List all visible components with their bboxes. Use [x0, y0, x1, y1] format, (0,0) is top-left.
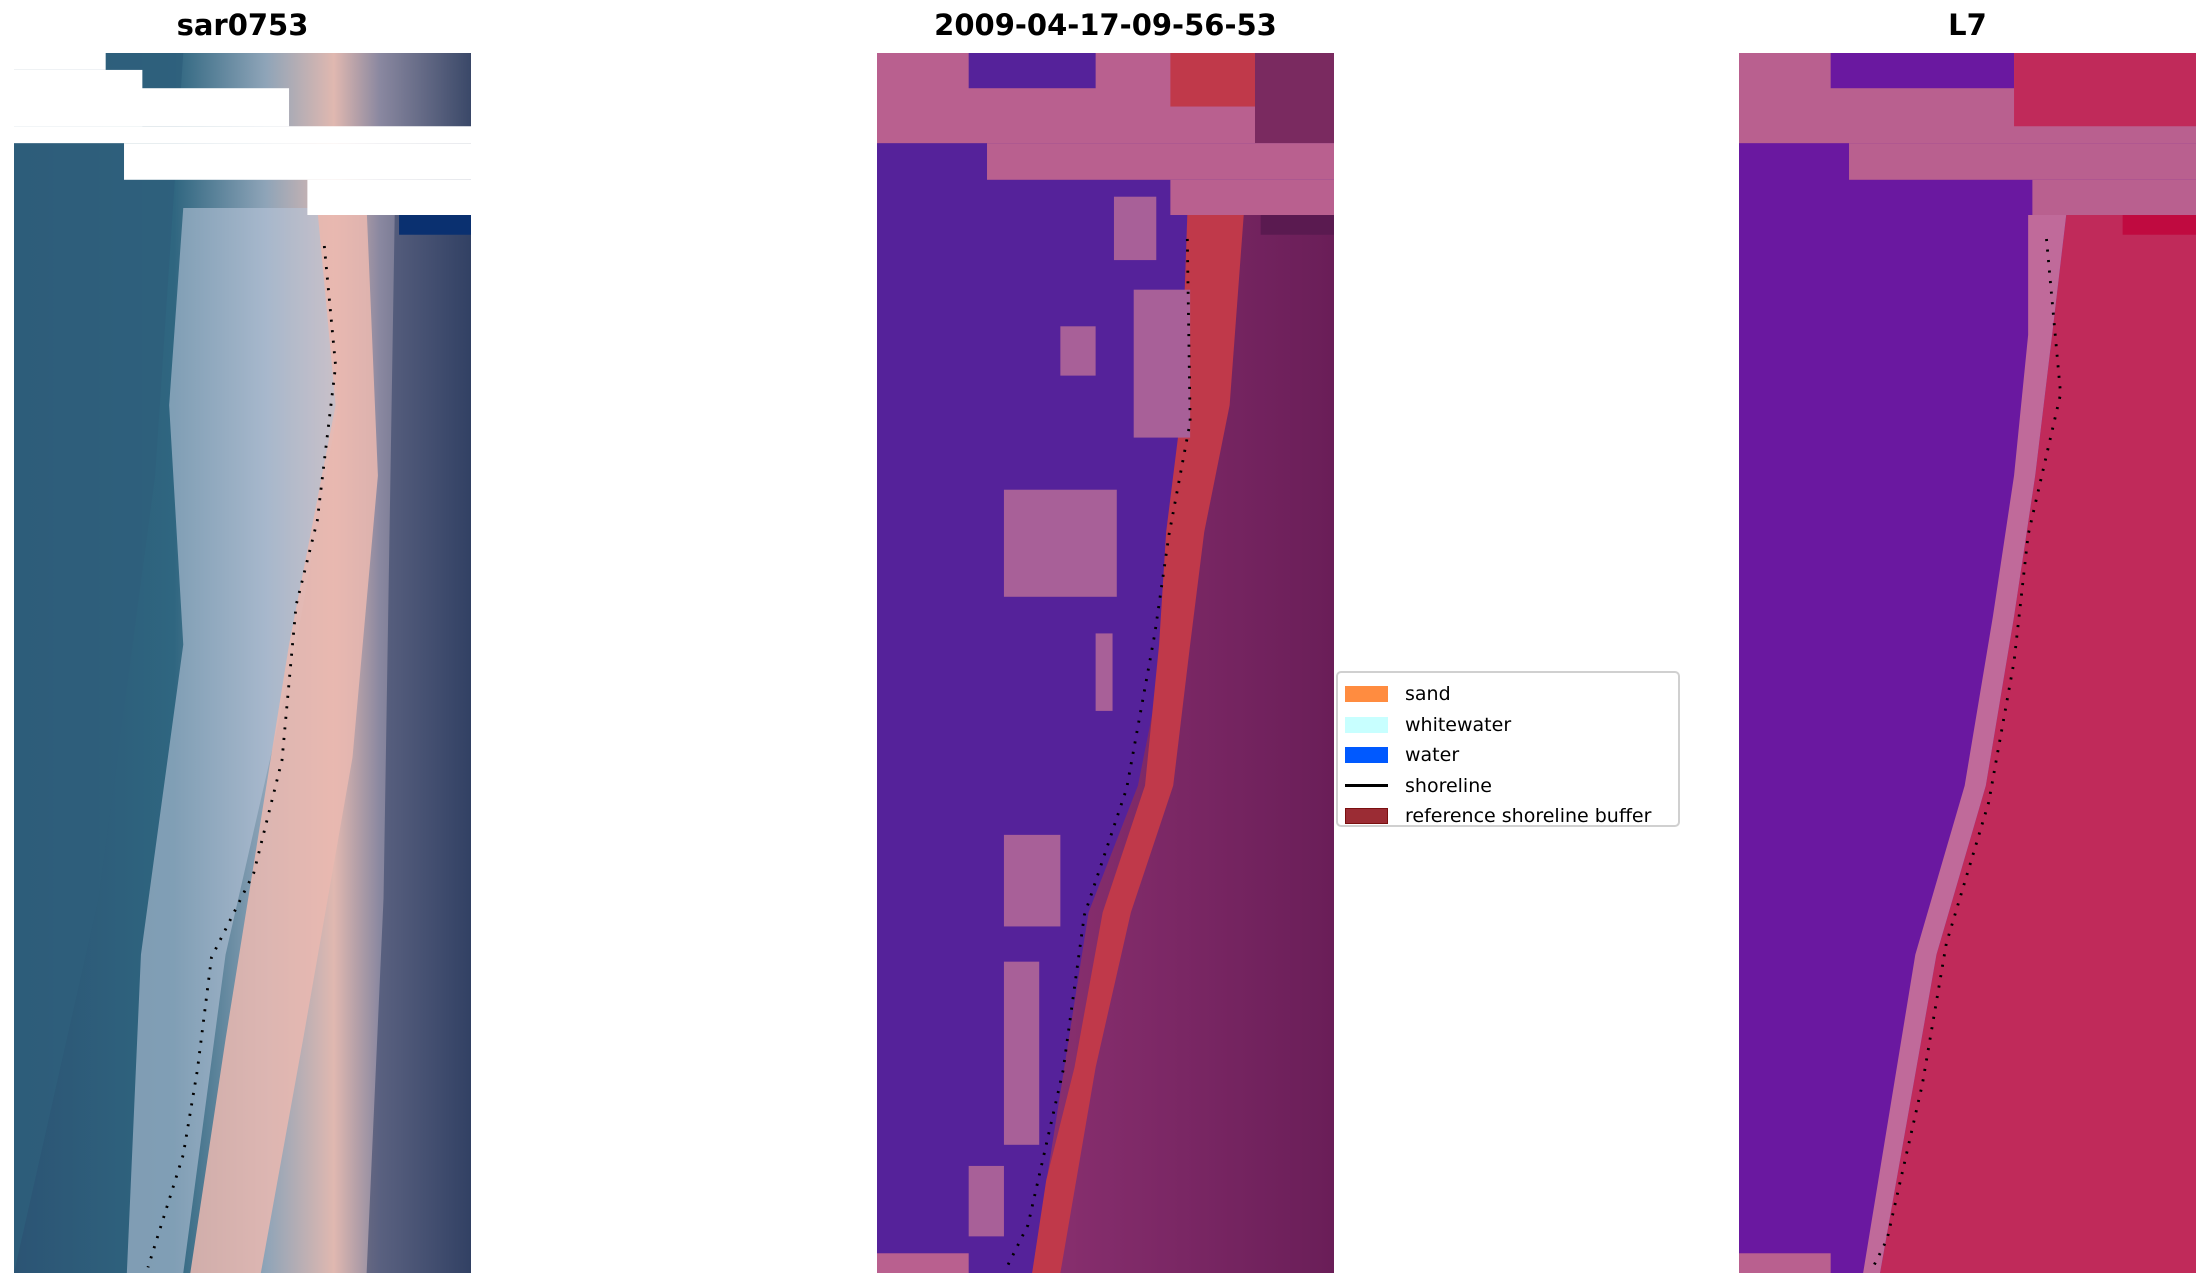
legend-item-shoreline: shoreline — [1345, 771, 1678, 802]
legend-item-buffer: reference shoreline buffer — [1345, 801, 1678, 832]
legend-label: whitewater — [1405, 713, 1512, 736]
reference-buffer — [1032, 215, 1244, 1273]
whitewater-zone — [126, 207, 339, 1273]
transition-band — [1863, 215, 2067, 1273]
rgb-image-panel — [14, 53, 471, 1273]
legend-label: shoreline — [1405, 774, 1492, 797]
panel-title-classified: 2009-04-17-09-56-53 — [934, 8, 1277, 42]
legend-label: reference shoreline buffer — [1405, 805, 1652, 828]
index-image-panel — [1739, 53, 2196, 1273]
legend-label: water — [1405, 744, 1460, 767]
shoreline-line-icon — [1345, 784, 1388, 788]
classified-image-panel — [877, 53, 1334, 1273]
sand-band — [190, 207, 378, 1273]
shoreline — [1005, 238, 1192, 1268]
legend-item-whitewater: whitewater — [1345, 710, 1678, 741]
legend-item-sand: sand — [1345, 679, 1678, 710]
legend-item-water: water — [1345, 740, 1678, 771]
legend-label: sand — [1405, 683, 1451, 706]
panel-title-mndwi: L7 — [1948, 8, 1987, 42]
buffer-swatch-icon — [1345, 808, 1388, 825]
legend: sand whitewater water shoreline referenc… — [1336, 671, 1680, 827]
panel-title-rgb: sar0753 — [176, 8, 309, 42]
shoreline — [1871, 238, 2063, 1268]
sand-swatch-icon — [1345, 686, 1388, 703]
land-index — [1880, 215, 2196, 1273]
whitewater-swatch-icon — [1345, 716, 1388, 733]
water-swatch-icon — [1345, 747, 1388, 764]
